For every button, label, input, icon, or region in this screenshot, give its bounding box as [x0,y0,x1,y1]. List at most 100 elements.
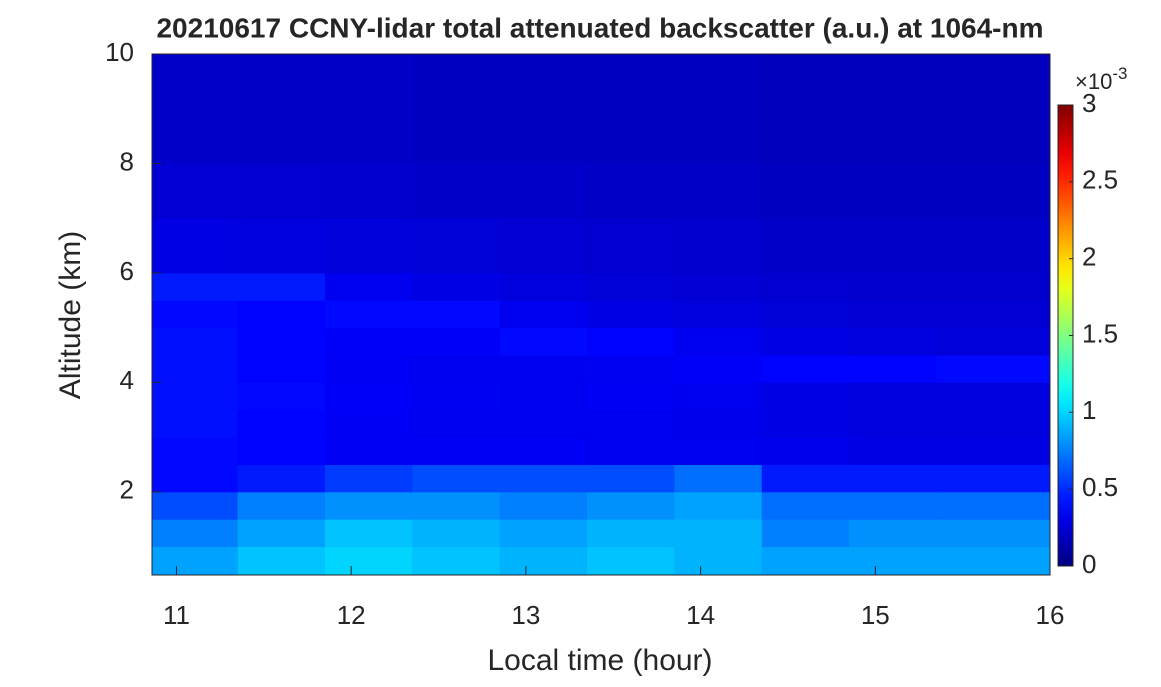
heatmap-cell [499,437,588,465]
heatmap-cell [761,272,850,301]
heatmap-cell [674,491,763,520]
heatmap-cell [761,437,850,465]
y-tick-label: 10 [105,37,134,67]
colorbar-tick-label: 1 [1082,395,1096,425]
multiplier-exponent: -3 [1112,64,1127,83]
y-tick-label: 2 [120,475,134,505]
heatmap-cell [587,519,675,548]
heatmap-cell [499,409,588,438]
x-tick-label: 12 [337,600,366,630]
heatmap-cell [412,409,501,438]
heatmap-cell [936,218,1051,274]
heatmap-cell [587,272,675,301]
heatmap-cell [587,491,675,520]
heatmap-cell [152,218,239,274]
heatmap-cell [674,546,763,576]
heatmap-cell [849,546,937,576]
heatmap-cell [412,300,501,329]
heatmap-cell [152,354,239,383]
heatmap-cell [237,54,326,164]
heatmap-cell [237,437,326,465]
heatmap-cell [849,354,937,383]
colorbar-tick-label: 0.5 [1082,472,1118,502]
colorbar-tick-label: 3 [1082,88,1096,118]
heatmap-cell [936,327,1051,356]
heatmap-cell [849,464,937,493]
y-axis-label: Altitude (km) [54,231,87,399]
heatmap-cell [587,163,675,219]
multiplier-base: ×10 [1075,69,1112,94]
colorbar-multiplier: ×10-3 [1075,64,1127,93]
heatmap-cell [936,382,1051,411]
heatmap-cell [412,546,501,576]
heatmap-cell [324,491,413,520]
heatmap-cell [674,327,763,356]
heatmap-cell [849,272,937,301]
heatmap-cell [674,464,763,493]
heatmap-cell [674,382,763,411]
heatmap-cell [499,300,588,329]
heatmap-cell [412,464,501,493]
heatmap-cell [324,54,413,164]
heatmap-cell [674,163,763,219]
heatmap-cell [499,54,588,164]
heatmap-cell [936,300,1051,329]
heatmap-cell [761,382,850,411]
heatmap-cell [849,519,937,548]
heatmap-cell [761,163,850,219]
heatmap-cell [936,546,1051,576]
chart-title: 20210617 CCNY-lidar total attenuated bac… [156,12,1043,43]
heatmap-cell [936,409,1051,438]
heatmap-cell [412,354,501,383]
heatmap-cell [152,327,239,356]
heatmap-cell [499,327,588,356]
heatmap-cell [152,300,239,329]
heatmap-cell [499,491,588,520]
heatmap-cell [587,327,675,356]
heatmap-cell [152,382,239,411]
heatmap-cell [674,300,763,329]
heatmap-cell [237,382,326,411]
heatmap-cell [324,272,413,301]
heatmap-cell [587,382,675,411]
heatmap-cell [936,464,1051,493]
heatmap-cell [587,354,675,383]
heatmap-cell [674,272,763,301]
y-tick-label: 8 [120,146,134,176]
heatmap-cell [499,546,588,576]
heatmap-cell [587,409,675,438]
heatmap-cell [237,491,326,520]
heatmap-cell [674,54,763,164]
heatmap-cell [849,491,937,520]
heatmap-cell [499,272,588,301]
heatmap-cell [761,491,850,520]
heatmap-cell [152,272,239,301]
heatmap-cell [412,437,501,465]
heatmap-cell [936,272,1051,301]
heatmap-cell [499,218,588,274]
heatmap-cell [674,519,763,548]
heatmap-cell [761,464,850,493]
heatmap-cell [237,272,326,301]
colorbar-tick-label: 0 [1082,549,1096,579]
colorbar-tick-label: 2.5 [1082,165,1118,195]
heatmap-cell [237,409,326,438]
heatmap-cell [152,437,239,465]
heatmap-cell [761,546,850,576]
heatmap-cell [587,218,675,274]
heatmap-cell [849,300,937,329]
heatmap-cell [849,218,937,274]
heatmap-cell [849,54,937,164]
heatmap-cell [674,409,763,438]
x-axis-label: Local time (hour) [487,644,712,677]
heatmap-cell [412,272,501,301]
heatmap-cell [674,218,763,274]
heatmap-cell [324,409,413,438]
heatmap-cell [237,327,326,356]
heatmap-cell [761,409,850,438]
x-tick-label: 16 [1036,600,1065,630]
heatmap-cell [237,546,326,576]
y-tick-label: 6 [120,256,134,286]
heatmap-cell [587,437,675,465]
